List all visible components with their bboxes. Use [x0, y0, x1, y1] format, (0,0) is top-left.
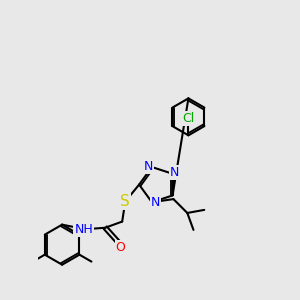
Text: N: N: [170, 167, 179, 179]
Text: N: N: [151, 196, 160, 209]
Text: Cl: Cl: [182, 112, 194, 125]
Text: O: O: [116, 241, 126, 254]
Text: S: S: [120, 194, 130, 209]
Text: NH: NH: [74, 223, 93, 236]
Text: N: N: [144, 160, 154, 173]
